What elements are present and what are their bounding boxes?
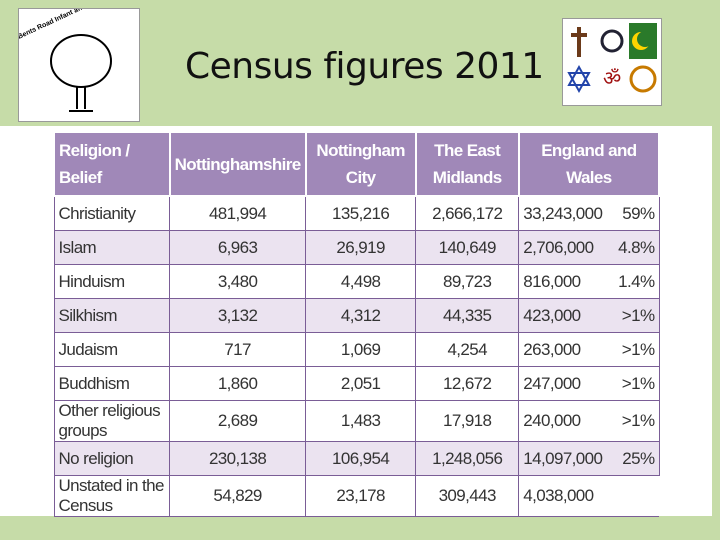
column-header: Nottingham City [304,131,417,197]
column-header: The East Midlands [414,131,520,197]
cell: 4,312 [305,298,417,333]
cell: 309,443 [415,475,520,517]
cell: 2,689 [169,400,307,442]
row-label: Unstated in the Census [53,475,171,517]
svg-text:ॐ: ॐ [603,68,621,90]
cell: 4,498 [305,264,417,299]
cell: 3,480 [169,264,307,299]
row-label: No religion [53,441,171,476]
cell: 230,138 [169,441,307,476]
cell: 2,666,172 [415,195,520,231]
cell: >1% [611,366,660,401]
cell: 1,069 [305,332,417,367]
school-logo: Bents Road Infant and Nursery School [18,8,140,122]
table-panel: Religion / Belief Nottinghamshire Nottingh… [0,126,712,517]
table-row: Hinduism 3,480 4,498 89,723 816,000 1.4% [53,264,660,299]
row-label: Christianity [53,195,171,231]
cell: 33,243,000 [518,195,612,231]
cell: 26,919 [305,230,417,265]
row-label: Buddhism [53,366,171,401]
cell: 481,994 [169,195,307,231]
cell: 4,038,000 [518,475,659,517]
cell: 1.4% [611,264,660,299]
cell: 23,178 [305,475,417,517]
table-row: Judaism 717 1,069 4,254 263,000 >1% [53,332,660,367]
row-label: Judaism [53,332,171,367]
cell: 6,963 [169,230,307,265]
cell: 717 [169,332,307,367]
table-row: Buddhism 1,860 2,051 12,672 247,000 >1% [53,366,660,401]
column-header: Nottinghamshire [168,131,307,197]
cell: 12,672 [415,366,520,401]
cell: 3,132 [169,298,307,333]
cell: 247,000 [518,366,612,401]
cell: >1% [611,332,660,367]
table-row: No religion 230,138 106,954 1,248,056 14,097… [53,441,660,476]
cell: 1,483 [305,400,417,442]
cell: 4.8% [611,230,660,265]
cell: 140,649 [415,230,520,265]
cell: 17,918 [415,400,520,442]
row-label: Other religious groups [53,400,171,442]
cell: 2,051 [305,366,417,401]
table-row: Islam 6,963 26,919 140,649 2,706,000 4.8% [53,230,660,265]
cell: 4,254 [415,332,520,367]
cell: 59% [611,195,660,231]
cell: 89,723 [415,264,520,299]
column-header: Religion / Belief [53,131,171,197]
cell: >1% [611,298,660,333]
cell: 106,954 [305,441,417,476]
cell: 1,248,056 [415,441,520,476]
cell: 54,829 [169,475,307,517]
row-label: Hinduism [53,264,171,299]
cell: >1% [611,400,660,442]
cell: 14,097,000 [518,441,612,476]
religion-icons: ॐ [562,18,662,106]
cell: 1,860 [169,366,307,401]
row-label: Islam [53,230,171,265]
table-row: Unstated in the Census 54,829 23,178 309,44… [53,475,659,517]
slide-title: Census figures 2011 [185,46,544,87]
cell: 2,706,000 [518,230,612,265]
header-row: Religion / Belief Nottinghamshire Nottingh… [53,131,661,197]
table-row: Christianity 481,994 135,216 2,666,172 33,24… [53,195,660,231]
census-table: Religion / Belief Nottinghamshire Nottingh… [53,131,661,517]
table-row: Silkhism 3,132 4,312 44,335 423,000 >1% [53,298,660,333]
cell: 816,000 [518,264,612,299]
cell: 263,000 [518,332,612,367]
cell: 44,335 [415,298,520,333]
cell: 25% [611,441,660,476]
cell: 135,216 [305,195,417,231]
row-label: Silkhism [53,298,171,333]
cell: 240,000 [518,400,612,442]
column-header: England and Wales [517,131,661,197]
table-row: Other religious groups 2,689 1,483 17,918 24… [53,400,660,442]
cell: 423,000 [518,298,612,333]
